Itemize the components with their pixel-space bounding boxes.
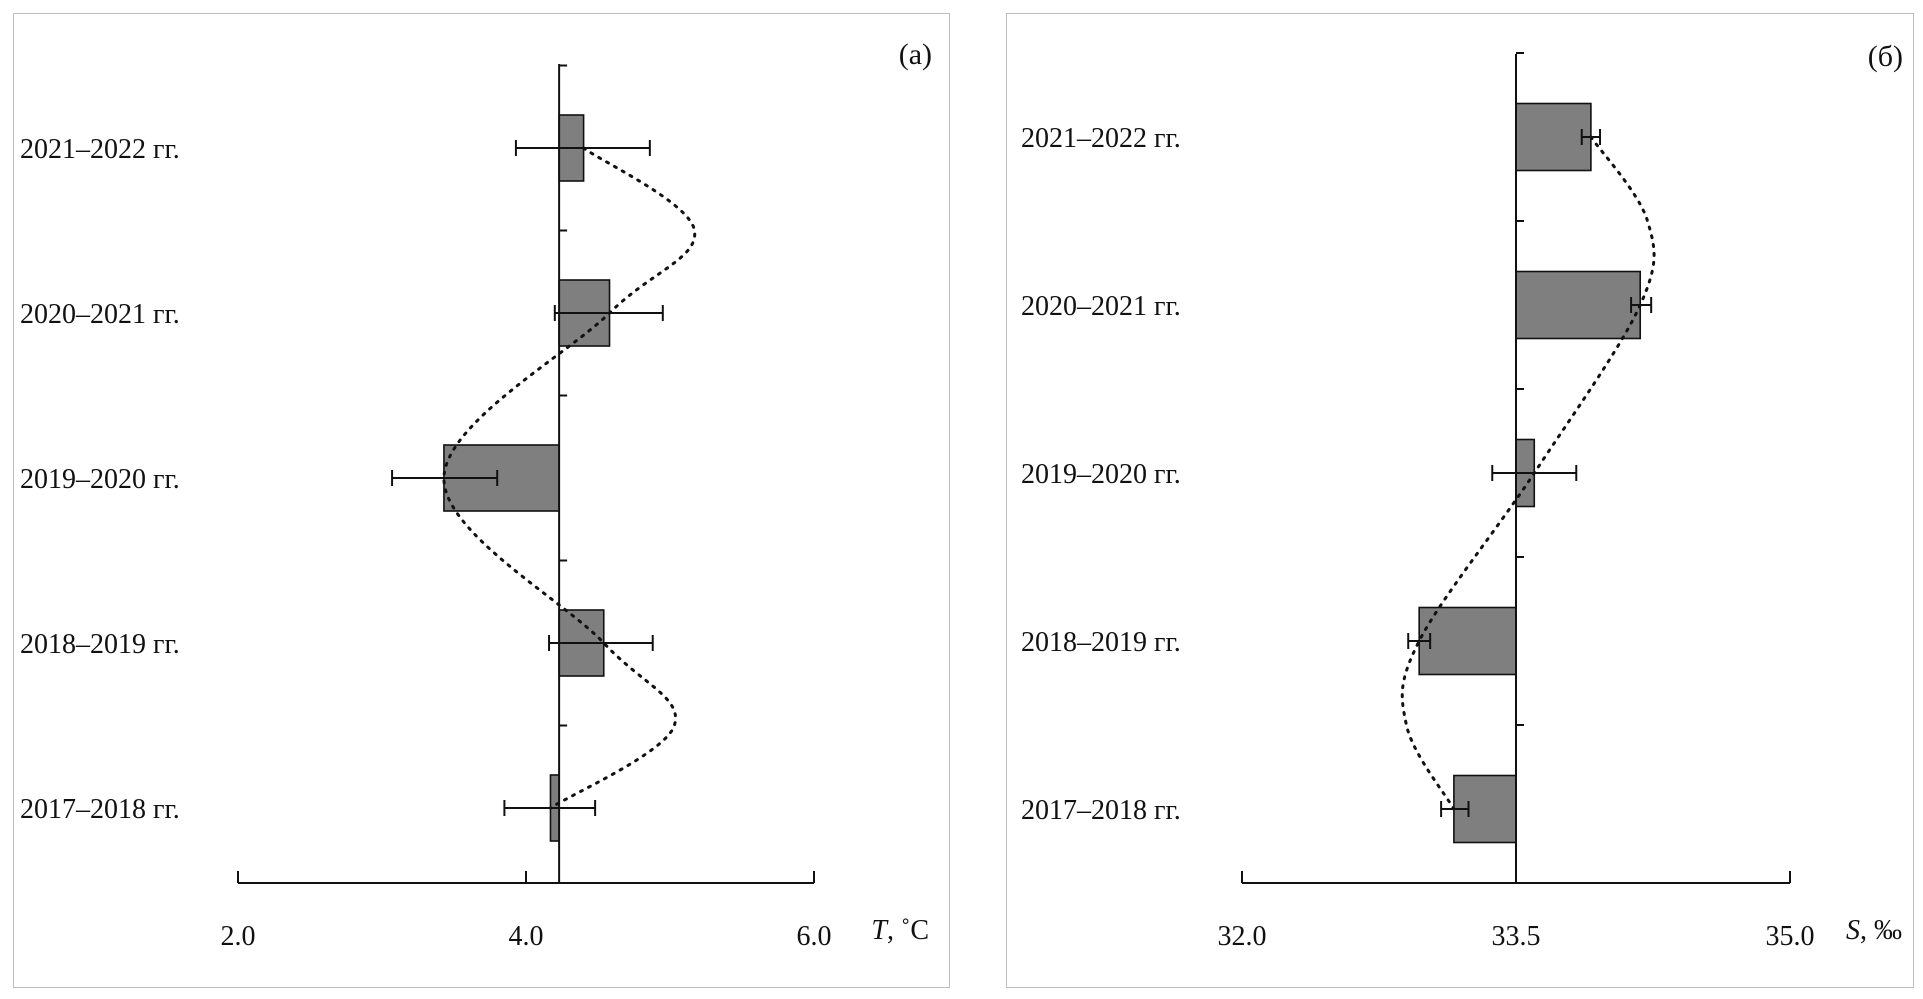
chart-panel-temperature: (а) 2021–2022 гг. 2020–2021 гг. 2019–2020 г… [13,13,950,988]
category-label: 2019–2020 гг. [1021,459,1181,490]
x-axis-title: T, ˚С [871,915,929,946]
category-label: 2019–2020 гг. [20,464,180,495]
category-label: 2021–2022 гг. [1021,123,1181,154]
x-axis-unit: , ‰ [1860,915,1902,946]
category-label: 2021–2022 гг. [20,134,180,165]
x-axis-title: S, ‰ [1846,915,1902,946]
temperature-chart: (а) 2021–2022 гг. 2020–2021 гг. 2019–2020 г… [20,38,932,952]
category-label: 2017–2018 гг. [1021,795,1181,826]
chart-panel-salinity: (б) 2021–2022 гг. 2020–2021 гг. 2019–2020 г… [1006,13,1914,988]
x-tick-label: 35.0 [1766,921,1815,952]
category-label: 2018–2019 гг. [1021,627,1181,658]
data-bar [1515,270,1642,340]
x-tick-label: 6.0 [797,921,832,952]
x-axis-symbol: S [1846,915,1860,946]
category-label: 2020–2021 гг. [20,299,180,330]
data-bar [1515,102,1592,172]
x-axis-symbol: T [871,915,889,946]
panel-label: (а) [899,38,932,71]
x-tick-label: 32.0 [1218,921,1267,952]
x-tick-label: 2.0 [221,921,256,952]
x-tick-label: 4.0 [509,921,544,952]
x-tick-label: 33.5 [1492,921,1541,952]
x-axis-unit: , ˚С [887,915,929,946]
category-label: 2018–2019 гг. [20,629,180,660]
panel-label: (б) [1868,40,1903,73]
trend-curve [442,146,697,810]
category-label: 2017–2018 гг. [20,794,180,825]
data-bar [1418,606,1517,676]
salinity-chart: (б) 2021–2022 гг. 2020–2021 гг. 2019–2020 г… [1021,40,1903,952]
category-label: 2020–2021 гг. [1021,291,1181,322]
